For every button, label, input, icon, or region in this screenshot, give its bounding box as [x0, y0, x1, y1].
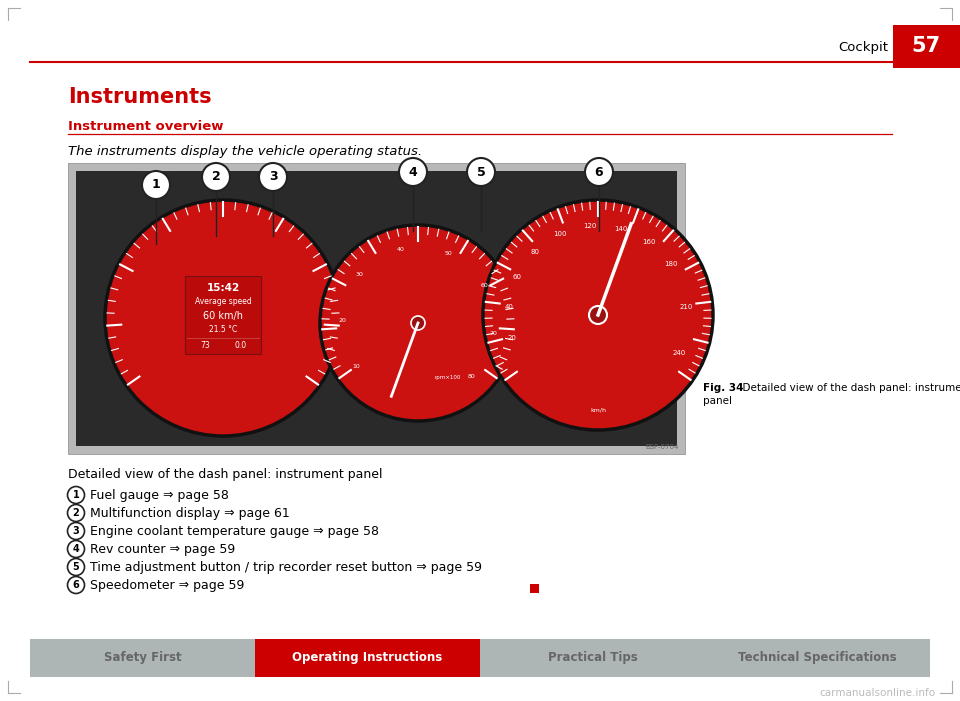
Circle shape [142, 171, 170, 199]
Text: Average speed: Average speed [195, 297, 252, 306]
Circle shape [411, 316, 425, 330]
Text: 10: 10 [352, 364, 360, 369]
Circle shape [67, 505, 84, 522]
Text: Engine coolant temperature gauge ⇒ page 58: Engine coolant temperature gauge ⇒ page … [90, 524, 379, 538]
Circle shape [585, 158, 613, 186]
Text: 240: 240 [672, 350, 685, 355]
Text: rpm×100: rpm×100 [435, 376, 461, 381]
Bar [68, 163, 685, 454]
Text: 0.0: 0.0 [235, 341, 247, 350]
Text: 80: 80 [468, 374, 475, 379]
Circle shape [202, 163, 230, 191]
Circle shape [320, 225, 516, 421]
Text: 1: 1 [152, 179, 160, 191]
Text: Detailed view of the dash panel: instrument panel: Detailed view of the dash panel: instrum… [68, 468, 382, 481]
Text: 180: 180 [664, 261, 678, 267]
Text: Multifunction display ⇒ page 61: Multifunction display ⇒ page 61 [90, 507, 290, 519]
Text: Fuel gauge ⇒ page 58: Fuel gauge ⇒ page 58 [90, 489, 228, 501]
Text: Instruments: Instruments [68, 87, 211, 107]
Text: 2: 2 [211, 170, 221, 184]
Text: 4: 4 [73, 544, 80, 554]
Text: 20: 20 [508, 335, 516, 341]
Text: 60: 60 [513, 274, 522, 280]
Text: Instrument overview: Instrument overview [68, 119, 224, 132]
Text: panel: panel [703, 396, 732, 406]
Text: 5: 5 [476, 165, 486, 179]
Text: Speedometer ⇒ page 59: Speedometer ⇒ page 59 [90, 578, 245, 592]
Text: 5: 5 [73, 562, 80, 572]
Circle shape [67, 576, 84, 594]
Text: carmanualsonline.info: carmanualsonline.info [819, 688, 935, 698]
Text: 60 km/h: 60 km/h [203, 311, 243, 321]
Bar [893, 25, 960, 68]
Text: 6: 6 [73, 580, 80, 590]
Text: 4: 4 [409, 165, 418, 179]
Circle shape [483, 200, 713, 430]
Text: 73: 73 [200, 341, 210, 350]
Circle shape [67, 486, 84, 503]
Text: Operating Instructions: Operating Instructions [293, 651, 443, 665]
Text: 120: 120 [584, 224, 597, 229]
Text: 6: 6 [594, 165, 603, 179]
Text: Rev counter ⇒ page 59: Rev counter ⇒ page 59 [90, 543, 235, 555]
Text: 3: 3 [269, 170, 277, 184]
Text: Practical Tips: Practical Tips [547, 651, 637, 665]
Text: 100: 100 [554, 231, 567, 238]
Bar [255, 639, 480, 677]
Text: 140: 140 [614, 226, 628, 232]
Text: Detailed view of the dash panel: instrument: Detailed view of the dash panel: instrum… [736, 383, 960, 393]
Text: 160: 160 [642, 239, 656, 245]
Circle shape [67, 522, 84, 540]
Text: 3: 3 [73, 526, 80, 536]
Text: 30: 30 [355, 273, 363, 278]
Text: 20: 20 [338, 318, 346, 322]
Bar [185, 276, 261, 354]
Text: 50: 50 [444, 251, 452, 256]
Text: 1: 1 [73, 490, 80, 500]
Text: 15:42: 15:42 [206, 283, 240, 293]
Text: Safety First: Safety First [104, 651, 181, 665]
Text: Technical Specifications: Technical Specifications [738, 651, 897, 665]
Text: 40: 40 [396, 247, 404, 252]
Text: 57: 57 [911, 36, 941, 56]
Circle shape [467, 158, 495, 186]
Bar [480, 639, 705, 677]
Text: Time adjustment button / trip recorder reset button ⇒ page 59: Time adjustment button / trip recorder r… [90, 561, 482, 573]
Circle shape [67, 540, 84, 557]
Text: The instruments display the vehicle operating status.: The instruments display the vehicle oper… [68, 146, 422, 158]
Text: 80: 80 [531, 249, 540, 255]
Text: 210: 210 [680, 304, 693, 311]
Text: 2: 2 [73, 508, 80, 518]
Text: 21.5 °C: 21.5 °C [209, 325, 237, 334]
Bar [76, 171, 677, 446]
Circle shape [105, 200, 341, 436]
Bar [30, 639, 255, 677]
Circle shape [67, 559, 84, 576]
Text: Fig. 34: Fig. 34 [703, 383, 743, 393]
Text: 60: 60 [480, 283, 489, 288]
Circle shape [259, 163, 287, 191]
Text: BSP-0704: BSP-0704 [646, 444, 679, 450]
Bar [705, 639, 930, 677]
Circle shape [399, 158, 427, 186]
Text: 40: 40 [505, 304, 514, 311]
Text: km/h: km/h [590, 407, 606, 412]
Text: Cockpit: Cockpit [838, 41, 888, 53]
Bar [530, 584, 539, 593]
Text: 70: 70 [490, 331, 497, 336]
Circle shape [589, 306, 607, 324]
